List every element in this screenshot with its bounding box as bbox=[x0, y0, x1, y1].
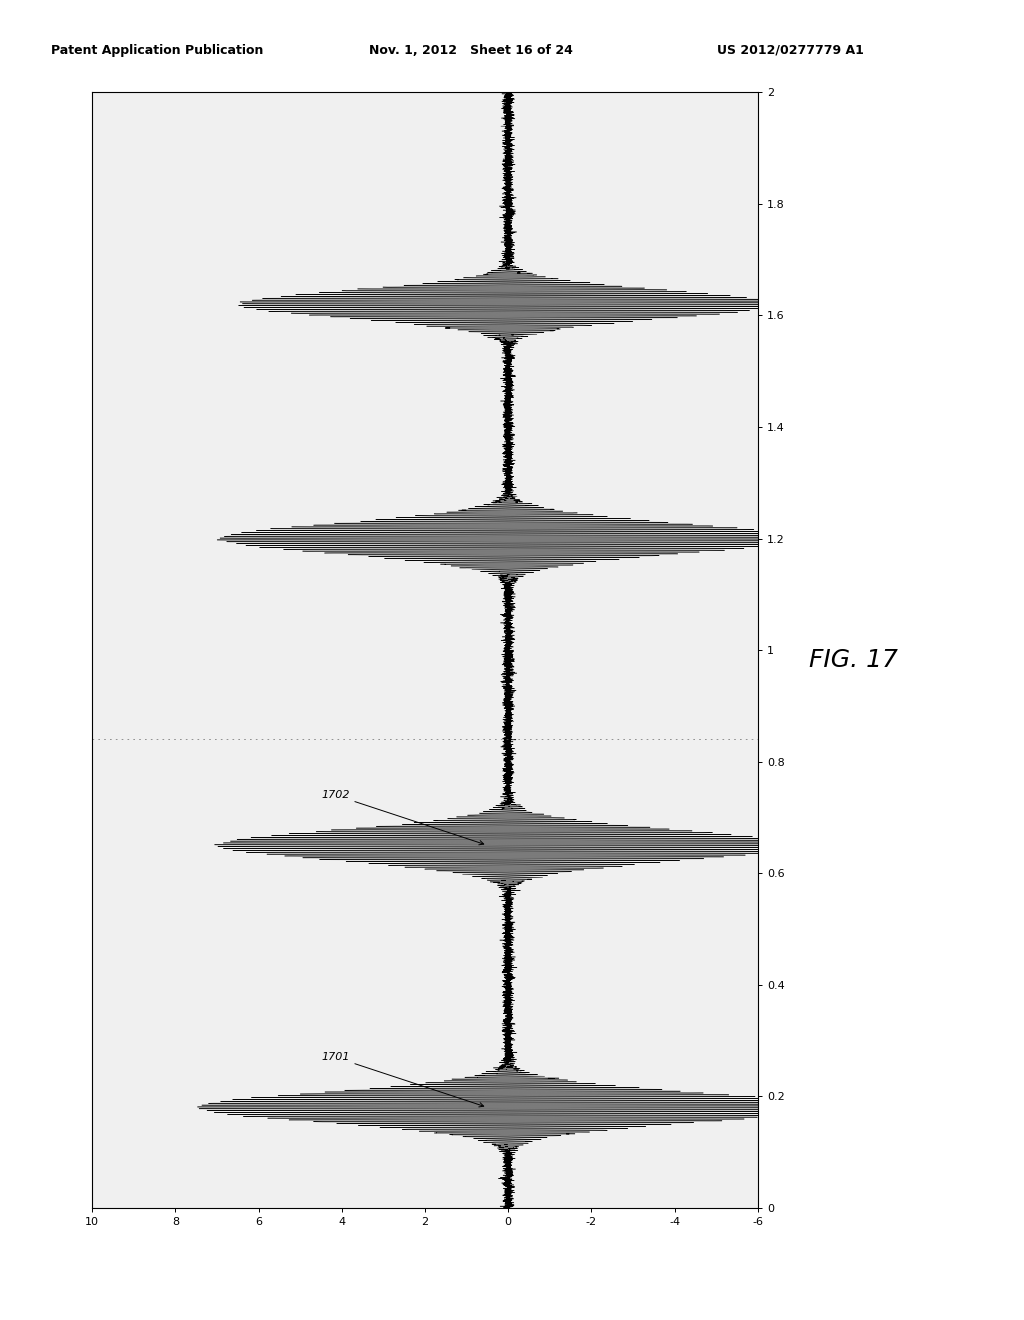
Text: Patent Application Publication: Patent Application Publication bbox=[51, 44, 263, 57]
Text: Nov. 1, 2012   Sheet 16 of 24: Nov. 1, 2012 Sheet 16 of 24 bbox=[369, 44, 572, 57]
Text: US 2012/0277779 A1: US 2012/0277779 A1 bbox=[717, 44, 863, 57]
Text: 1702: 1702 bbox=[321, 791, 483, 845]
Text: 1701: 1701 bbox=[321, 1052, 483, 1107]
Text: FIG. 17: FIG. 17 bbox=[809, 648, 898, 672]
